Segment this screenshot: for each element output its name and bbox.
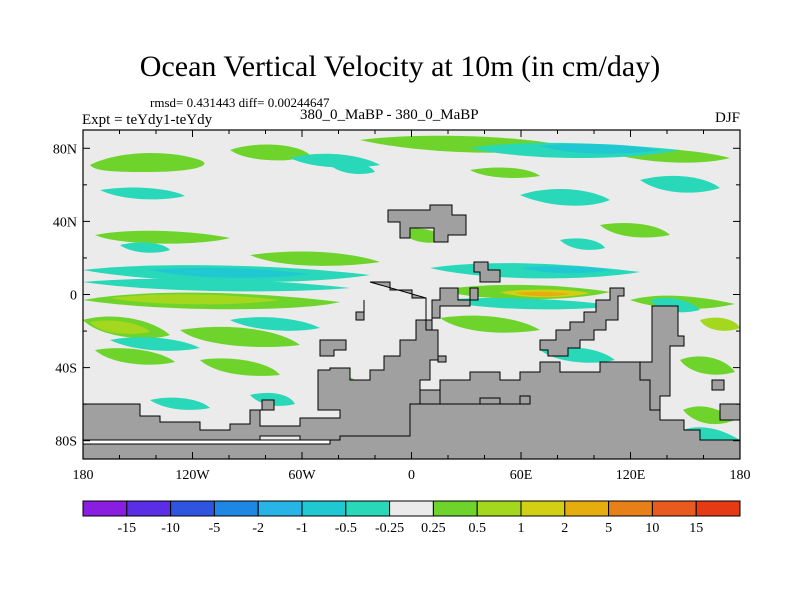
experiment-label: Expt = teYdy1-teYdy	[82, 112, 213, 128]
anomaly-blob	[250, 251, 380, 266]
anomaly-blob	[200, 358, 280, 376]
anomaly-blob	[700, 317, 740, 331]
colorbar-swatch	[257, 500, 303, 517]
anomaly-blob	[330, 162, 375, 174]
colorbar-swatch	[82, 500, 128, 517]
anomaly-blob	[95, 348, 175, 365]
anomaly-blob	[150, 267, 310, 278]
anomaly-blob	[110, 337, 200, 351]
colorbar-label: -0.5	[335, 521, 357, 536]
anomaly-blob	[230, 317, 320, 331]
colorbar-swatch	[608, 500, 653, 517]
land-antarctica	[82, 361, 741, 460]
negative-anomalies	[83, 142, 740, 443]
colorbar-label: 0.25	[421, 521, 446, 536]
colorbar-label: -15	[117, 521, 136, 536]
colorbar-label: 5	[605, 521, 612, 536]
anomaly-blob	[440, 298, 620, 310]
land-masses	[82, 204, 741, 460]
land-east-antarctic-bump	[719, 403, 741, 421]
y-tick-label: 80N	[53, 142, 77, 157]
land-southern-spit	[82, 439, 331, 445]
positive-anomalies	[83, 135, 740, 425]
x-tick-label: 120E	[616, 468, 646, 483]
x-tick-label: 180	[730, 468, 751, 483]
anomaly-blob	[90, 153, 205, 172]
season-label: DJF	[714, 110, 740, 126]
land-west-inner	[355, 300, 365, 321]
colorbar-swatch	[564, 500, 610, 517]
anomaly-blob	[540, 143, 660, 154]
colorbar-label: 1	[518, 521, 525, 536]
chart-title: Ocean Vertical Velocity at 10m (in cm/da…	[139, 50, 661, 83]
colorbar-label: 15	[689, 521, 703, 536]
land-small-east-island	[711, 379, 725, 391]
colorbar-swatch	[345, 500, 391, 517]
colorbar-swatch	[389, 500, 434, 517]
x-axis: 180 120W 60W 0 60E 120E 180	[73, 130, 751, 483]
y-tick-label: 40N	[53, 215, 77, 230]
anomaly-blob	[150, 397, 210, 410]
colorbar-label: 0.5	[468, 521, 486, 536]
land-tiny-island	[437, 355, 447, 363]
anomaly-blob	[560, 238, 605, 250]
colorbar-swatch	[170, 500, 215, 517]
anomaly-blob	[180, 326, 300, 348]
x-tick-label: 60W	[288, 468, 316, 483]
colorbar: -15 -10 -5 -2 -1 -0.5 -0.25 0.25 0.5 1 2 5 10 15	[82, 500, 741, 536]
anomaly-blob	[520, 188, 610, 206]
colorbar-swatch	[695, 500, 741, 517]
stats-text: rmsd= 0.431443 diff= 0.00244647	[150, 95, 330, 110]
anomaly-blob	[640, 175, 720, 193]
anomaly-blob	[520, 266, 610, 274]
colorbar-label: -2	[252, 521, 264, 536]
colorbar-label: -0.25	[375, 521, 404, 536]
land-east-continent	[539, 287, 625, 357]
colorbar-label: -10	[161, 521, 180, 536]
colorbar-label: 2	[561, 521, 568, 536]
anomaly-blob	[515, 291, 570, 297]
land-island	[473, 261, 501, 283]
colorbar-label: -5	[209, 521, 221, 536]
anomaly-blob	[250, 392, 295, 406]
colorbar-swatch	[126, 500, 172, 517]
anomaly-blob	[120, 242, 170, 253]
y-axis: 80N 40N 0 40S 80S	[53, 142, 740, 450]
anomaly-blob	[90, 320, 150, 334]
anomaly-blob	[470, 167, 540, 178]
map-area	[82, 129, 741, 460]
land-north-block	[387, 204, 467, 243]
anomaly-blob	[95, 230, 230, 244]
anomaly-blob	[440, 315, 540, 333]
colorbar-swatch	[213, 500, 259, 517]
colorbar-swatch	[301, 500, 347, 517]
period-label: 380_0_MaBP - 380_0_MaBP	[300, 107, 479, 123]
x-tick-label: 180	[73, 468, 94, 483]
colorbar-swatch	[651, 500, 697, 517]
colorbar-swatch	[476, 500, 522, 517]
colorbar-label: 10	[645, 521, 659, 536]
land-antarctic-ridge	[419, 389, 531, 405]
anomaly-blob	[110, 294, 280, 305]
colorbar-label: -1	[296, 521, 308, 536]
x-tick-label: 60E	[510, 468, 533, 483]
land-small-block	[319, 339, 347, 357]
anomaly-blob	[83, 278, 350, 292]
y-tick-label: 0	[70, 289, 77, 304]
anomaly-blob	[680, 356, 735, 375]
x-tick-label: 0	[408, 468, 415, 483]
y-tick-label: 40S	[55, 362, 77, 377]
colorbar-swatch	[432, 500, 478, 517]
anomaly-blob	[100, 187, 185, 200]
anomaly-blob	[600, 223, 670, 238]
anomaly-blob	[230, 144, 310, 161]
y-tick-label: 80S	[55, 435, 77, 450]
colorbar-swatch	[520, 500, 566, 517]
x-tick-label: 120W	[175, 468, 210, 483]
